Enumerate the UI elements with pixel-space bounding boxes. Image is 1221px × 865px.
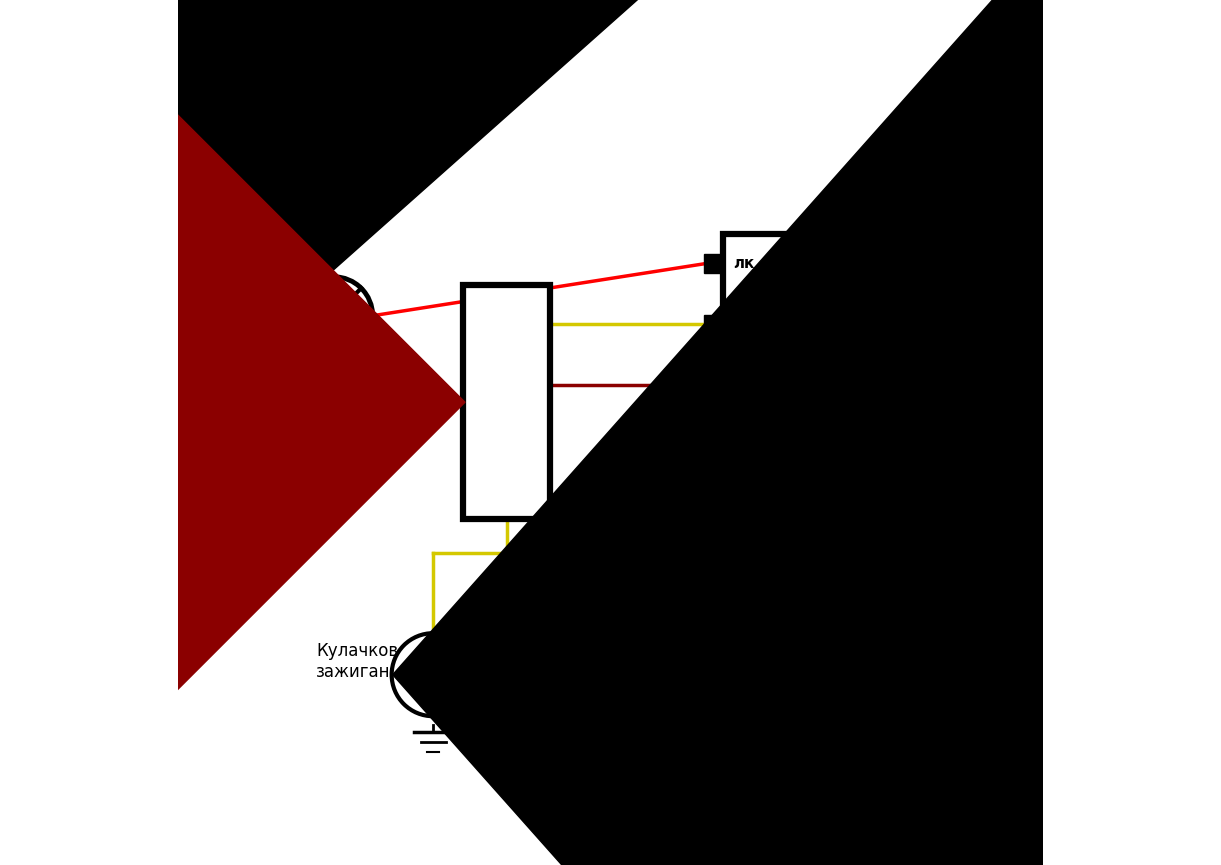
Bar <box>705 315 723 334</box>
Bar <box>705 254 723 273</box>
Bar <box>464 285 549 519</box>
Text: .: . <box>1004 548 1010 567</box>
Text: +: + <box>961 432 973 447</box>
Text: лк: лк <box>734 256 755 272</box>
Bar <box>919 436 935 452</box>
Text: Лампа
контроля
зарядки: Лампа контроля зарядки <box>289 69 379 129</box>
Text: Кулачковое
зажигание: Кулачковое зажигание <box>316 643 419 681</box>
Circle shape <box>294 277 372 355</box>
Bar <box>919 496 935 511</box>
FancyArrowPatch shape <box>0 751 1221 865</box>
FancyArrowPatch shape <box>0 0 1221 270</box>
FancyArrowPatch shape <box>860 0 1221 865</box>
Bar <box>705 375 723 394</box>
Text: Генератор: Генератор <box>659 791 761 809</box>
Text: +: + <box>734 377 746 393</box>
Text: Катушка: Катушка <box>299 394 382 411</box>
FancyArrowPatch shape <box>393 0 1221 865</box>
Text: -: - <box>792 386 799 401</box>
Text: ш: ш <box>734 317 750 332</box>
Text: -: - <box>965 500 971 515</box>
Bar <box>935 407 1000 541</box>
Circle shape <box>392 633 475 716</box>
FancyArrowPatch shape <box>0 0 465 865</box>
Bar <box>653 536 767 569</box>
Circle shape <box>619 562 801 744</box>
Text: +: + <box>723 546 735 560</box>
Bar <box>723 234 852 415</box>
Text: ш: ш <box>673 546 687 560</box>
Text: РР 33.3702: РР 33.3702 <box>947 337 1042 355</box>
